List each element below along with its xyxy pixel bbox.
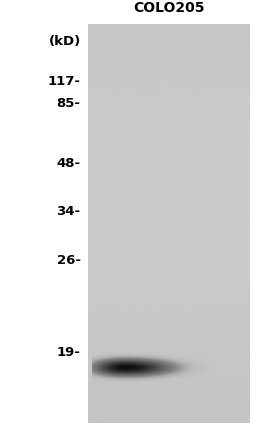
Text: 48-: 48- — [57, 157, 81, 170]
Text: COLO205: COLO205 — [133, 1, 205, 15]
Text: (kD): (kD) — [48, 35, 81, 48]
Text: 85-: 85- — [57, 97, 81, 110]
Text: 34-: 34- — [57, 205, 81, 218]
Text: 117-: 117- — [48, 75, 81, 88]
Text: 19-: 19- — [57, 346, 81, 359]
Text: 26-: 26- — [57, 254, 81, 268]
